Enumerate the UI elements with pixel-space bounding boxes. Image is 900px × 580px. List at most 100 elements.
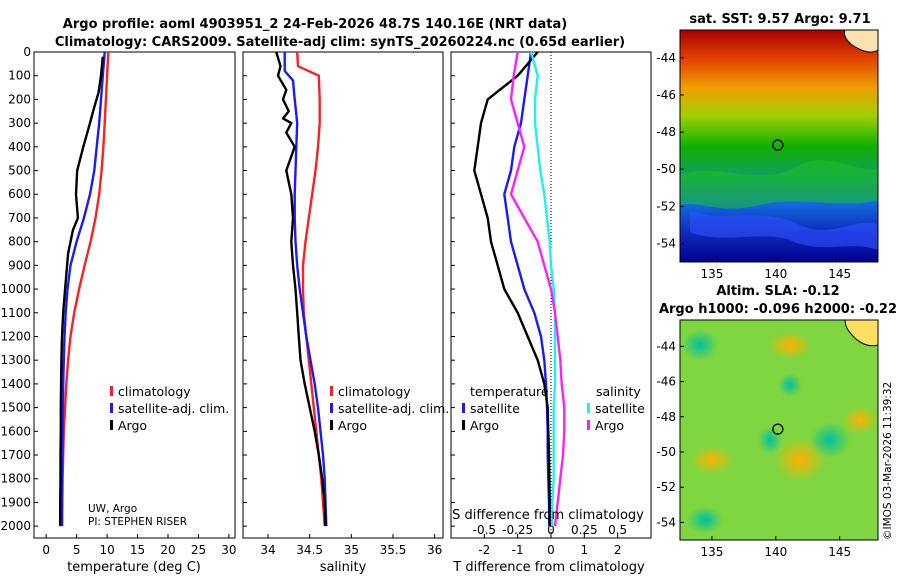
y-tick-label: 600 xyxy=(8,187,31,201)
sst-land xyxy=(843,29,879,53)
x-tick-label: -2 xyxy=(478,543,490,557)
credit-text: UW, Argo xyxy=(88,503,137,515)
map-x-tick-label: 140 xyxy=(764,545,787,559)
map-y-tick-label: -46 xyxy=(656,88,676,102)
legend-swatch-climatology xyxy=(330,386,333,396)
imos-watermark: ©IMOS 03-Mar-2026 11:39:32 xyxy=(882,382,894,540)
y-tick-label: 900 xyxy=(8,258,31,272)
x-tick-label: 1 xyxy=(581,543,589,557)
map-x-tick-label: 135 xyxy=(700,545,723,559)
series-line-climatology xyxy=(296,51,326,527)
map-y-tick-label: -54 xyxy=(656,515,676,529)
y-tick-label: 1600 xyxy=(0,424,31,438)
x-tick-label: 0 xyxy=(547,543,555,557)
salinity-legend: climatology satellite-adj. clim. Argo xyxy=(330,384,449,433)
y-tick-label: 1000 xyxy=(0,282,31,296)
sla-map-title: Altim. SLA: -0.12 xyxy=(716,284,839,299)
sla-map-axes: 135 140 145 -44 -46 -48 -50 -52 -54 xyxy=(656,339,851,559)
legend-swatch-t-argo xyxy=(462,420,465,430)
y-tick-label: 1100 xyxy=(0,306,31,320)
sla-anomaly xyxy=(768,331,812,359)
pi-text: PI: STEPHEN RISER xyxy=(88,516,187,528)
x-tick-label: 10 xyxy=(99,543,114,557)
legend-label-climatology: climatology xyxy=(118,384,191,399)
x-tick-label: -1 xyxy=(512,543,524,557)
legend-swatch-satellite xyxy=(110,403,113,413)
sla-argo-marker xyxy=(772,423,784,435)
map-y-tick-label: -52 xyxy=(656,199,676,213)
s-diff-tick-label: -0.5 xyxy=(473,523,496,537)
series-line-salinity-argo xyxy=(509,51,566,527)
map-y-tick-label: -50 xyxy=(656,445,676,459)
y-tick-label: 100 xyxy=(8,69,31,83)
sst-argo-marker xyxy=(772,139,784,151)
x-tick-label: 2 xyxy=(614,543,622,557)
y-tick-label: 300 xyxy=(8,116,31,130)
y-tick-label: 700 xyxy=(8,211,31,225)
x-tick-label: 15 xyxy=(130,543,145,557)
sst-eddy-band xyxy=(680,160,878,209)
sla-anomaly xyxy=(690,446,734,474)
y-tick-label: 400 xyxy=(8,140,31,154)
sla-map-title2: Argo h1000: -0.096 h2000: -0.22 xyxy=(659,302,897,317)
legend-swatch-s-argo xyxy=(587,420,590,430)
y-tick-label: 0 xyxy=(23,45,31,59)
x-tick-label: 36 xyxy=(427,543,442,557)
y-tick-label: 800 xyxy=(8,235,31,249)
legend-heading-temperature: temperature xyxy=(470,384,549,399)
x-tick-label: 20 xyxy=(160,543,175,557)
figure-title-line2: Climatology: CARS2009. Satellite-adj cli… xyxy=(55,35,625,50)
x-tick-label: 34 xyxy=(260,543,275,557)
y-tick-label: 1300 xyxy=(0,353,31,367)
temperature-panel-frame xyxy=(33,51,236,539)
map-y-tick-label: -52 xyxy=(656,480,676,494)
t-difference-xlabel: T difference from climatology xyxy=(452,560,645,575)
map-x-tick-label: 140 xyxy=(764,267,787,281)
figure-title-line1: Argo profile: aoml 4903951_2 24-Feb-2026… xyxy=(63,17,567,32)
y-tick-label: 2000 xyxy=(0,519,31,533)
s-diff-tick-label: 0.25 xyxy=(571,523,598,537)
sst-map-title: sat. SST: 9.57 Argo: 9.71 xyxy=(689,12,870,27)
sla-anomaly xyxy=(778,373,802,397)
sla-anomaly xyxy=(687,506,723,534)
legend-swatch-s-satellite xyxy=(587,403,590,413)
y-tick-label: 200 xyxy=(8,92,31,106)
y-tick-label: 1800 xyxy=(0,472,31,486)
legend-label-t-satellite: satellite xyxy=(470,401,520,416)
legend-label-satellite: satellite-adj. clim. xyxy=(118,401,229,416)
legend-label-s-argo: Argo xyxy=(595,418,624,433)
sla-land xyxy=(844,319,879,347)
y-tick-label: 1900 xyxy=(0,495,31,509)
legend-label-climatology: climatology xyxy=(338,384,411,399)
y-tick-label: 1500 xyxy=(0,401,31,415)
x-tick-label: 35.5 xyxy=(380,543,407,557)
difference-legend: temperature salinity satellite Argo sate… xyxy=(462,384,645,433)
series-line-argo xyxy=(59,56,104,527)
salinity-plot: 34 34.5 35 35.5 36 xyxy=(243,51,442,557)
x-tick-label: 25 xyxy=(191,543,206,557)
legend-heading-salinity: salinity xyxy=(596,384,641,399)
legend-swatch-argo xyxy=(110,420,113,430)
s-diff-tick-label: 0.5 xyxy=(608,523,627,537)
sst-map-axes: 135 140 145 -44 -46 -48 -50 -52 -54 xyxy=(656,51,851,281)
series-line-temperature-satellite xyxy=(503,51,551,527)
map-y-tick-label: -44 xyxy=(656,51,676,65)
legend-label-argo: Argo xyxy=(118,418,147,433)
x-tick-label: 35 xyxy=(344,543,359,557)
legend-swatch-climatology xyxy=(110,386,113,396)
map-x-tick-label: 145 xyxy=(828,545,851,559)
sst-map-frame xyxy=(679,29,879,263)
sst-map: 135 140 145 -44 -46 -48 -50 -52 -54 xyxy=(656,29,879,281)
legend-swatch-satellite xyxy=(330,403,333,413)
map-y-tick-label: -46 xyxy=(656,375,676,389)
s-difference-xlabel: S difference from climatology xyxy=(452,508,644,523)
sst-cold-band xyxy=(690,210,878,250)
sla-map-frame xyxy=(679,319,879,541)
map-y-tick-label: -44 xyxy=(656,339,676,353)
salinity-xlabel: salinity xyxy=(320,560,367,575)
y-tick-label: 500 xyxy=(8,164,31,178)
sla-anomaly xyxy=(810,422,850,458)
series-line-satellite-adj-clim- xyxy=(60,51,106,527)
sla-map: 135 140 145 -44 -46 -48 -50 -52 -54 xyxy=(656,319,879,559)
